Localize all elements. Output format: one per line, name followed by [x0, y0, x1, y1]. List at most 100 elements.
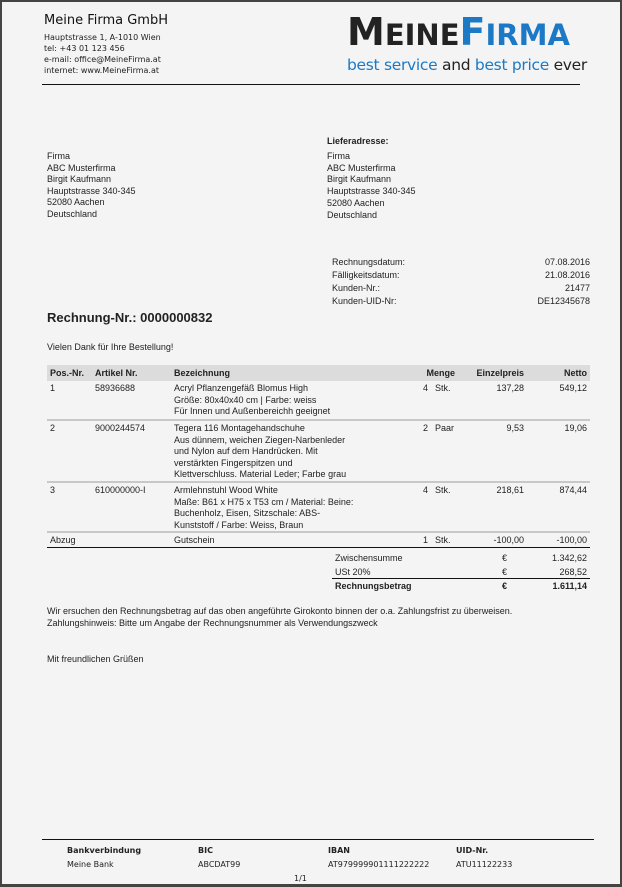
address-line: Deutschland	[47, 208, 98, 219]
description-line: und Nylon auf dem Handrücken. Mit	[174, 446, 318, 456]
meta-value: 21477	[564, 283, 590, 293]
cell-net: 874,44	[559, 485, 587, 495]
column-header: Artikel Nr.	[95, 368, 138, 378]
page-number: 1/1	[294, 874, 307, 883]
address-line: ABC Musterfirma	[327, 162, 396, 173]
meta-label: Rechnungsdatum:	[332, 257, 406, 267]
currency: €	[502, 553, 508, 563]
cell-qty: 4	[422, 485, 428, 495]
cell-unit: Paar	[435, 423, 455, 433]
cell-unit: Stk.	[435, 485, 451, 495]
description-line: verstärkten Fingerspitzen und	[174, 457, 293, 468]
header-divider	[42, 84, 580, 85]
cell-description: Armlehnstuhl Wood White Maße: B61 x H75 x…	[174, 485, 384, 531]
tax-row: USt 20% €268,52	[332, 565, 590, 579]
payment-note: Wir ersuchen den Rechnungsbetrag auf das…	[47, 606, 512, 629]
description-line: Armlehnstuhl Wood White	[174, 485, 278, 495]
delivery-address: Lieferadresse: Firma ABC Musterfirma Bir…	[327, 136, 416, 222]
footer-value: ABCDAT99	[198, 860, 241, 869]
footer-value: AT979999901111222222	[328, 860, 430, 869]
currency: €	[502, 567, 508, 577]
total-label: Rechnungsbetrag	[335, 581, 412, 591]
total-value: 1.342,62	[551, 553, 587, 563]
footer-label: BIC	[198, 846, 213, 855]
cell-art: 9000244574	[95, 423, 146, 433]
totals: Zwischensumme €1.342,62 USt 20% €268,52 Re…	[332, 551, 590, 593]
meta-label: Kunden-UID-Nr:	[332, 296, 397, 306]
cell-net: 19,06	[564, 423, 587, 433]
table-row: 1 58936688 4 Stk. 137,28 549,12 Acryl Pflanzen…	[47, 381, 590, 421]
logo-wordmark: MEINEFIRMA	[347, 10, 570, 54]
total-value: 1.611,14	[552, 581, 587, 591]
items-table: Pos.-Nr. Artikel Nr. Bezeichnung Menge Einze…	[47, 365, 590, 548]
description-line: Maße: B61 x H75 x T53 cm / Material: Bei…	[174, 496, 354, 507]
table-row: Abzug 1 Stk. -100,00 -100,00 Gutschein	[47, 533, 590, 548]
description-line: Kunststoff / Farbe: Weiss, Braun	[174, 519, 304, 530]
footer-label: IBAN	[328, 846, 350, 855]
cell-net: 549,12	[559, 383, 587, 393]
cell-price: 218,61	[496, 485, 524, 495]
address-line: Firma	[47, 151, 70, 161]
cell-art: 58936688	[95, 383, 136, 393]
delivery-title: Lieferadresse:	[327, 136, 389, 146]
description-line: Gutschein	[174, 535, 215, 545]
meta-label: Kunden-Nr.:	[332, 283, 381, 293]
sender-name: Meine Firma GmbH	[44, 13, 168, 28]
billing-address: Firma ABC Musterfirma Birgit Kaufmann Ha…	[47, 151, 136, 220]
address-line: 52080 Aachen	[327, 197, 385, 208]
table-header: Pos.-Nr. Artikel Nr. Bezeichnung Menge Einze…	[47, 365, 590, 381]
cell-qty: 2	[422, 423, 428, 433]
total-label: Zwischensumme	[335, 553, 403, 563]
description-line: Größe: 80x40x40 cm | Farbe: weiss	[174, 394, 317, 405]
cell-description: Gutschein	[174, 535, 384, 547]
cell-net: -100,00	[556, 535, 587, 545]
meta-value: 21.08.2016	[544, 270, 590, 280]
cell-price: -100,00	[493, 535, 524, 545]
total-label: USt 20%	[335, 567, 371, 577]
footer-value: ATU11122233	[456, 860, 513, 869]
address-line: Birgit Kaufmann	[47, 174, 112, 184]
column-header: Bezeichnung	[174, 368, 231, 378]
meta-value: DE12345678	[537, 296, 590, 306]
column-header: Netto	[564, 368, 587, 378]
column-header: Menge	[426, 368, 455, 378]
company-logo: MEINEFIRMA best service and best price e…	[347, 10, 587, 75]
cell-description: Tegera 116 Montagehandschuhe Aus dünnem, …	[174, 423, 384, 481]
subtotal-row: Zwischensumme €1.342,62	[332, 551, 590, 565]
sender-line: Hauptstrasse 1, A-1010 Wien	[44, 33, 161, 42]
meta-row: Rechnungsdatum: 07.08.2016	[332, 256, 590, 269]
footer-divider	[42, 839, 594, 840]
cell-pos: 3	[50, 485, 56, 495]
cell-qty: 1	[422, 535, 428, 545]
description-line: Tegera 116 Montagehandschuhe	[174, 423, 305, 433]
description-line: Acryl Pflanzengefäß Blomus High	[174, 383, 309, 393]
logo-tagline: best service and best price ever	[347, 56, 587, 74]
grand-total-row: Rechnungsbetrag €1.611,14	[332, 579, 590, 593]
cell-pos: 1	[50, 383, 56, 393]
total-value: 268,52	[559, 567, 587, 577]
description-line: Für Innen und Außenbereichh geeignet	[174, 406, 331, 416]
sender-address: Hauptstrasse 1, A-1010 Wien tel: +43 01 …	[44, 32, 161, 76]
meta-row: Fälligkeitsdatum: 21.08.2016	[332, 269, 590, 282]
address-line: Deutschland	[327, 209, 378, 220]
address-line: Hauptstrasse 340-345	[327, 186, 416, 197]
address-line: Birgit Kaufmann	[327, 174, 392, 185]
column-header: Einzelpreis	[476, 368, 524, 378]
cell-qty: 4	[422, 383, 428, 393]
cell-unit: Stk.	[435, 383, 451, 393]
footer-value: Meine Bank	[67, 860, 114, 869]
cell-price: 137,28	[496, 383, 524, 393]
cell-art: 610000000-I	[95, 485, 146, 495]
sender-line: e-mail: office@MeineFirma.at	[44, 55, 161, 64]
meta-row: Kunden-Nr.: 21477	[332, 282, 590, 295]
invoice-title: Rechnung-Nr.: 0000000832	[47, 310, 213, 325]
invoice-meta: Rechnungsdatum: 07.08.2016 Fälligkeitsdat…	[332, 256, 590, 308]
sender-line: internet: www.MeineFirma.at	[44, 66, 160, 75]
address-line: ABC Musterfirma	[47, 162, 116, 173]
address-line: Firma	[327, 150, 350, 161]
column-header: Pos.-Nr.	[50, 368, 85, 378]
meta-row: Kunden-UID-Nr: DE12345678	[332, 295, 590, 308]
address-line: 52080 Aachen	[47, 197, 105, 207]
currency: €	[502, 581, 508, 591]
cell-pos: Abzug	[50, 535, 76, 545]
